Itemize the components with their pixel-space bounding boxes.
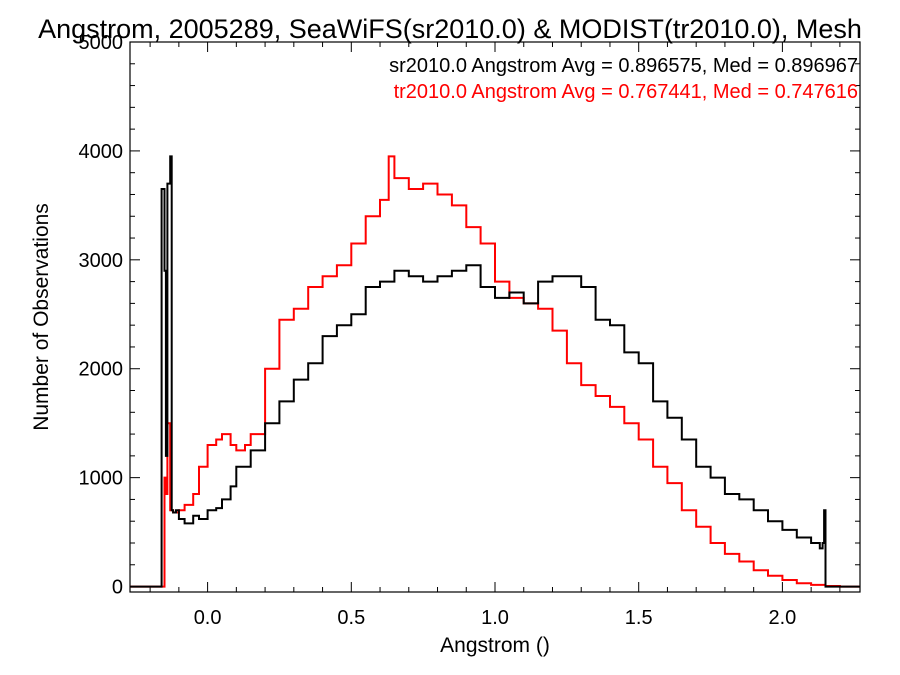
y-tick-label: 1000 — [79, 468, 124, 490]
annotation-layer: sr2010.0 Angstrom Avg = 0.896575, Med = … — [389, 55, 858, 103]
series-tr2010-line — [130, 155, 860, 588]
x-tick-label: 1.5 — [625, 607, 653, 629]
axis-ticks: 0.0 0.5 1.0 1.5 2.0 0 1000 2000 3000 4000 5000 — [79, 32, 860, 629]
chart-title: Angstrom, 2005289, SeaWiFS(sr2010.0) & M… — [38, 14, 862, 44]
stats-annotation: sr2010.0 Angstrom Avg = 0.896575, Med = … — [389, 55, 858, 77]
y-tick-label: 0 — [112, 577, 123, 599]
x-tick-label: 2.0 — [768, 607, 796, 629]
x-tick-label: 0.0 — [194, 607, 222, 629]
series-layer — [130, 155, 860, 588]
y-tick-label: 5000 — [79, 32, 124, 54]
x-tick-label: 0.5 — [337, 607, 365, 629]
y-tick-label: 3000 — [79, 250, 124, 272]
y-tick-label: 4000 — [79, 141, 124, 163]
y-tick-label: 2000 — [79, 359, 124, 381]
y-axis-label: Number of Observations — [30, 203, 53, 431]
plot-frame — [129, 41, 861, 593]
x-tick-label: 1.0 — [481, 607, 509, 629]
stats-annotation: tr2010.0 Angstrom Avg = 0.767441, Med = … — [394, 81, 858, 103]
series-sr2010-line — [130, 155, 860, 588]
x-axis-label: Angstrom () — [440, 634, 550, 657]
